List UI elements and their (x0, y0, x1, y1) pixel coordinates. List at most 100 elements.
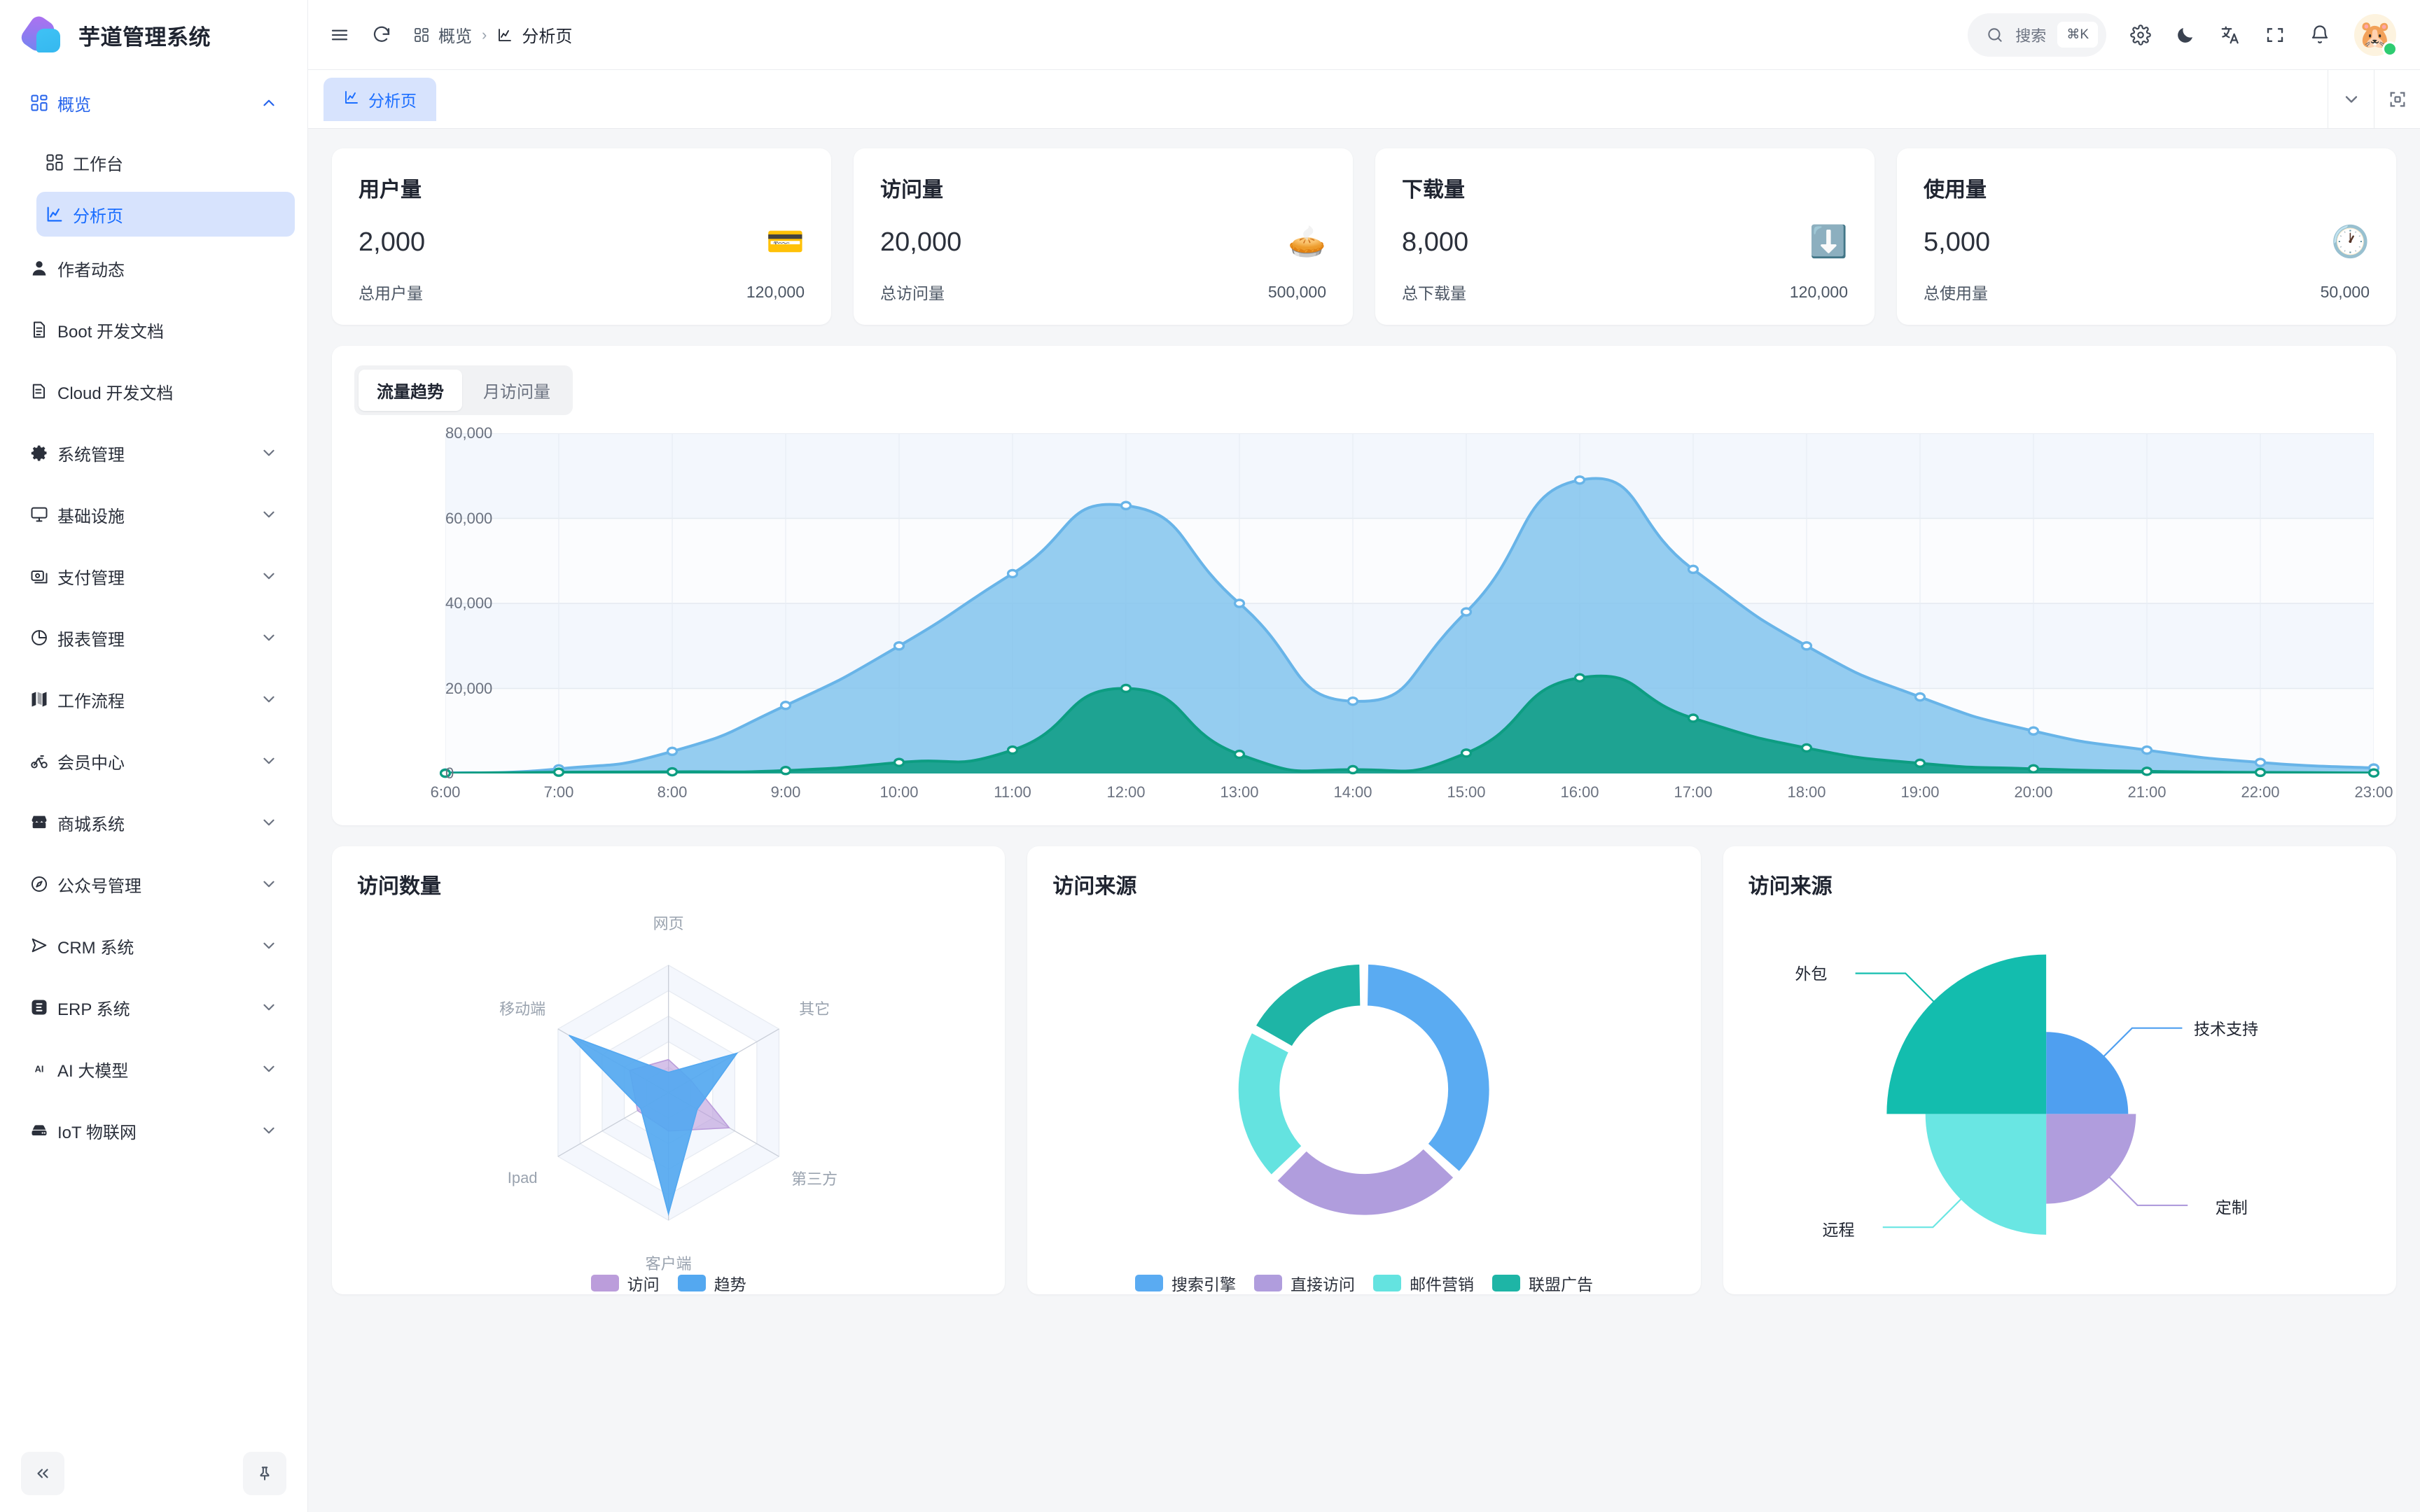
sidebar-item-9[interactable]: 报表管理 (13, 613, 295, 662)
x-axis-tick: 13:00 (1220, 783, 1259, 801)
refresh-icon[interactable] (371, 24, 392, 46)
rose-slice-0[interactable] (2045, 1032, 2128, 1114)
rose-slice-2[interactable] (1925, 1114, 2046, 1235)
translate-icon[interactable] (2220, 24, 2241, 46)
chart-point (2254, 767, 2267, 778)
stat-title: 访问量 (880, 178, 943, 202)
compass-icon (29, 874, 57, 894)
pikachu-avatar[interactable]: 🐹 (2354, 13, 2398, 57)
bike-icon (31, 755, 48, 769)
chart-markers (439, 475, 2380, 778)
ai-icon: AI (29, 1059, 57, 1079)
sidebar-item-6[interactable]: 系统管理 (13, 428, 295, 477)
stat-card-row: 用户量 2,000 💳 总用户量 120,000 访问量 20,000 🥧 总访问量 500,00… (332, 148, 2396, 325)
x-axis-tick: 6:00 (430, 783, 461, 801)
sidebar-pin-button[interactable] (243, 1452, 286, 1495)
breadcrumb-parent[interactable]: 概览 (413, 22, 472, 47)
sidebar-item-17[interactable]: IoT 物联网 (13, 1106, 295, 1155)
sidebar-item-5[interactable]: Cloud 开发文档 (13, 367, 295, 416)
stat-foot-value: 50,000 (2320, 282, 2370, 301)
sidebar-item-0[interactable]: 概览 (13, 78, 295, 127)
gear-icon[interactable] (2130, 24, 2151, 46)
sidebar-item-1[interactable]: 工作台 (36, 140, 295, 185)
sidebar-collapse-button[interactable] (21, 1452, 64, 1495)
chevron-down-icon (263, 757, 274, 764)
tab-dropdown-button[interactable] (2328, 70, 2374, 128)
tab-0[interactable]: 分析页 (324, 77, 436, 121)
visit-source-donut-card: 访问来源 搜索引擎 直接访问 邮件营销 联盟广告 (1027, 846, 1701, 1295)
sidebar-item-14[interactable]: CRM 系统 (13, 921, 295, 970)
legend-item[interactable]: 邮件营销 (1372, 1271, 1474, 1295)
stat-title: 用户量 (359, 178, 422, 202)
content-expand-icon (2390, 92, 2405, 106)
content-expand-button[interactable] (2374, 70, 2420, 128)
legend-item[interactable]: 趋势 (677, 1271, 746, 1295)
chart-point (1460, 748, 1473, 758)
donut-chart (1052, 906, 1675, 1267)
chevron-up-icon (263, 99, 274, 106)
rose-leader-line (2108, 1176, 2188, 1207)
traffic-trend-svg (445, 433, 2374, 774)
chart-point (1800, 743, 1813, 753)
chart-point (2254, 757, 2267, 767)
monitor-icon (31, 507, 48, 522)
rose-label: 远程 (1822, 1220, 1855, 1239)
sidebar-item-7[interactable]: 基础设施 (13, 490, 295, 539)
x-axis-tick: 19:00 (1900, 783, 1940, 801)
grid-icon (45, 153, 73, 172)
fullscreen-icon[interactable] (2265, 24, 2286, 46)
chevron-down-icon (263, 634, 274, 641)
sidebar-item-15[interactable]: ERP 系统 (13, 983, 295, 1032)
sidebar-item-4[interactable]: Boot 开发文档 (13, 305, 295, 354)
credit-card-icon: 💳 (766, 225, 805, 259)
search-icon (1988, 27, 2002, 42)
stat-card-3: 使用量 5,000 🕐 总使用量 50,000 (1897, 148, 2396, 325)
rose-slice-3[interactable] (1886, 954, 2046, 1114)
server-icon (32, 1125, 47, 1135)
legend-swatch (1134, 1274, 1163, 1292)
legend-item[interactable]: 访问 (590, 1271, 660, 1295)
donut-slice-3[interactable] (1251, 960, 1365, 1051)
chart-point (1687, 713, 1699, 723)
sidebar-item-12[interactable]: 商城系统 (13, 798, 295, 847)
chevron-down-icon (263, 1065, 274, 1072)
chevron-down-icon (260, 752, 278, 770)
sidebar-item-13[interactable]: 公众号管理 (13, 860, 295, 909)
y-axis-tick: 20,000 (445, 680, 492, 698)
brand[interactable]: 芋道管理系统 (0, 0, 307, 70)
chart-point (2367, 768, 2380, 778)
bottom-card-row: 访问数量 网页 其它 第三方 客户端 Ipad 移动端 访问 趋势 访问来源 搜索引擎 直接访… (332, 846, 2396, 1294)
chart-point (893, 641, 905, 651)
monitor-icon (29, 505, 57, 524)
bell-icon[interactable] (2309, 24, 2330, 46)
chart-point (666, 746, 679, 757)
search-button[interactable]: 搜索 ⌘K (1968, 13, 2106, 57)
legend-item[interactable]: 直接访问 (1253, 1271, 1355, 1295)
moon-icon[interactable] (2175, 24, 2196, 46)
sidebar-item-2[interactable]: 分析页 (36, 192, 295, 237)
sidebar-item-11[interactable]: 会员中心 (13, 736, 295, 785)
trend-segment-0[interactable]: 流量趋势 (359, 370, 462, 411)
sidebar-item-16[interactable]: AI AI 大模型 (13, 1044, 295, 1093)
x-axis-tick: 10:00 (879, 783, 919, 801)
rose-slice-1[interactable] (2045, 1114, 2136, 1204)
rose-leader-line (1882, 1198, 1962, 1228)
sidebar-item-8[interactable]: 支付管理 (13, 552, 295, 601)
sidebar-item-3[interactable]: 作者动态 (13, 244, 295, 293)
legend-item[interactable]: 联盟广告 (1491, 1271, 1593, 1295)
chevron-down-icon (260, 629, 278, 647)
legend-item[interactable]: 搜索引擎 (1134, 1271, 1236, 1295)
chart-point (552, 767, 565, 777)
sidebar-item-label: 概览 (57, 95, 91, 115)
trend-segment-1[interactable]: 月访问量 (483, 383, 550, 402)
donut-slice-2[interactable] (1234, 1028, 1307, 1180)
sidebar-item-label: 工作台 (73, 155, 123, 174)
hamburger-icon[interactable] (329, 24, 350, 46)
sidebar-item-10[interactable]: 工作流程 (13, 675, 295, 724)
donut-slice-0[interactable] (1363, 960, 1494, 1177)
traffic-trend-panel: 流量趋势 月访问量 6:00 7:00 8:00 9:00 10:00 11:00 12:00… (332, 346, 2396, 825)
stat-foot-label: 总使用量 (1924, 284, 1988, 302)
main-area: 概览 › 分析页 搜索 ⌘K (308, 0, 2420, 1512)
donut-slice-1[interactable] (1272, 1144, 1459, 1220)
ai-icon: AI (35, 1064, 44, 1074)
